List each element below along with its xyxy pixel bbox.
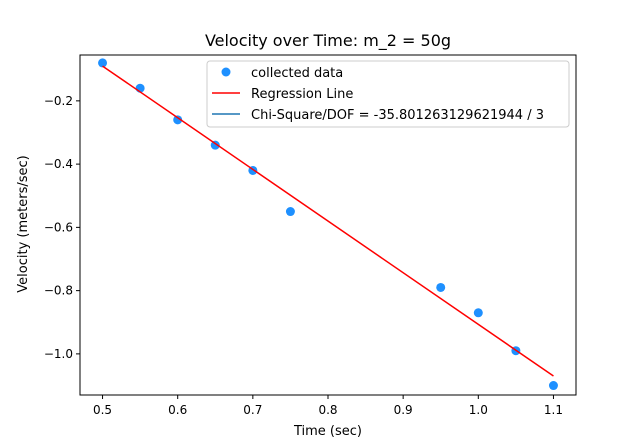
y-axis: −0.2 −0.4 −0.6 −0.8 −1.0: [44, 94, 80, 361]
y-tick-label: −0.6: [44, 220, 73, 234]
legend: collected data Regression Line Chi-Square/…: [206, 60, 570, 128]
x-tick-label: 0.9: [394, 403, 413, 417]
x-tick-label: 0.6: [168, 403, 187, 417]
data-point: [436, 282, 446, 292]
x-axis: 0.5 0.6 0.7 0.8 0.9 1.0 1.1: [93, 395, 563, 417]
legend-label: Chi-Square/DOF = -35.801263129621944 / 3: [251, 108, 544, 123]
data-point: [548, 381, 558, 391]
y-tick-label: −0.2: [44, 94, 73, 108]
legend-label: Regression Line: [251, 87, 353, 102]
x-axis-label: Time (sec): [293, 424, 362, 439]
x-tick-label: 0.5: [93, 403, 112, 417]
regression-line: [102, 65, 554, 377]
y-tick-label: −1.0: [44, 347, 73, 361]
data-point: [173, 115, 183, 125]
legend-label: collected data: [251, 66, 343, 81]
x-tick-label: 0.8: [318, 403, 337, 417]
y-axis-label: Velocity (meters/sec): [16, 155, 31, 292]
x-tick-label: 1.1: [544, 403, 563, 417]
data-point: [473, 308, 483, 318]
y-tick-label: −0.8: [44, 284, 73, 298]
x-tick-label: 1.0: [469, 403, 488, 417]
x-tick-label: 0.7: [243, 403, 262, 417]
legend-marker: [221, 67, 231, 77]
chart-title: Velocity over Time: m_2 = 50g: [205, 31, 451, 51]
plot-area: [79, 54, 577, 396]
data-point: [285, 207, 295, 217]
y-tick-label: −0.4: [44, 157, 73, 171]
legend-box: [206, 60, 570, 128]
data-point: [98, 58, 108, 68]
